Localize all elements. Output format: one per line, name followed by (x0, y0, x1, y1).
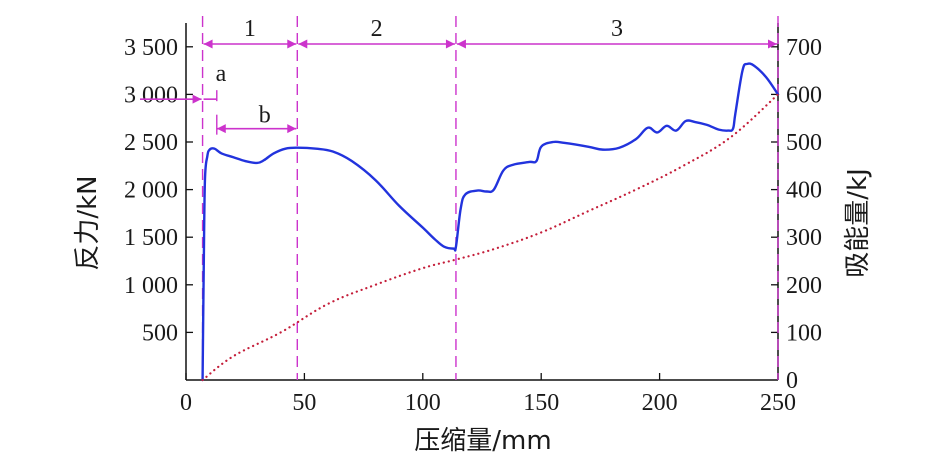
series-layer (201, 62, 780, 382)
y-left-tick-label: 2 500 (124, 130, 178, 156)
phase-arrowhead (298, 39, 308, 49)
x-tick-label: 150 (523, 390, 559, 416)
y-right-tick-label: 0 (786, 368, 798, 394)
reaction-force-line (201, 62, 780, 382)
x-axis-title: 压缩量/mm (414, 426, 551, 456)
y-axis-left-title: 反力/kN (73, 175, 103, 270)
sub-phase-a-label: a (216, 61, 227, 87)
x-tick-label: 50 (292, 390, 316, 416)
energy-absorption-line (201, 93, 780, 382)
y-right-tick-label: 400 (786, 178, 822, 204)
x-tick-label: 0 (180, 390, 192, 416)
x-tick-label: 250 (760, 390, 796, 416)
sub-phase-a-arrowhead (192, 94, 202, 104)
y-left-tick-label: 1 000 (124, 273, 178, 299)
phase-label: 2 (371, 16, 383, 42)
phase-arrowhead (456, 39, 466, 49)
x-tick-label: 200 (642, 390, 678, 416)
sub-phase-b-label: b (259, 103, 271, 129)
phase-annotations: 1 2 3 a b (140, 16, 779, 380)
phase-arrowhead (287, 39, 297, 49)
phase-label: 3 (611, 16, 623, 42)
y-axis-right-title: 吸能量/kJ (843, 168, 873, 278)
ticks: 0 50 100 150 200 250 500 1 000 1 500 2 000 2 500 3 … (124, 35, 822, 416)
phase-arrowhead (445, 39, 455, 49)
y-left-tick-label: 1 500 (124, 225, 178, 251)
y-right-tick-label: 500 (786, 130, 822, 156)
sub-phase-b-arrowhead (216, 124, 226, 134)
x-tick-label: 100 (405, 390, 441, 416)
y-right-tick-label: 300 (786, 225, 822, 251)
sub-phase-b-arrowhead (287, 124, 297, 134)
axes (185, 23, 779, 381)
phase-arrowhead (768, 39, 777, 49)
y-left-tick-label: 2 000 (124, 178, 178, 204)
phase-label: 1 (244, 16, 256, 42)
y-right-tick-label: 700 (786, 35, 822, 61)
y-left-tick-label: 500 (142, 320, 178, 346)
y-right-tick-label: 600 (786, 82, 822, 108)
y-right-tick-label: 100 (786, 320, 822, 346)
y-left-tick-label: 3 000 (124, 82, 178, 108)
phase-arrowhead (203, 39, 213, 49)
y-right-tick-label: 200 (786, 273, 822, 299)
y-left-tick-label: 3 500 (124, 35, 178, 61)
